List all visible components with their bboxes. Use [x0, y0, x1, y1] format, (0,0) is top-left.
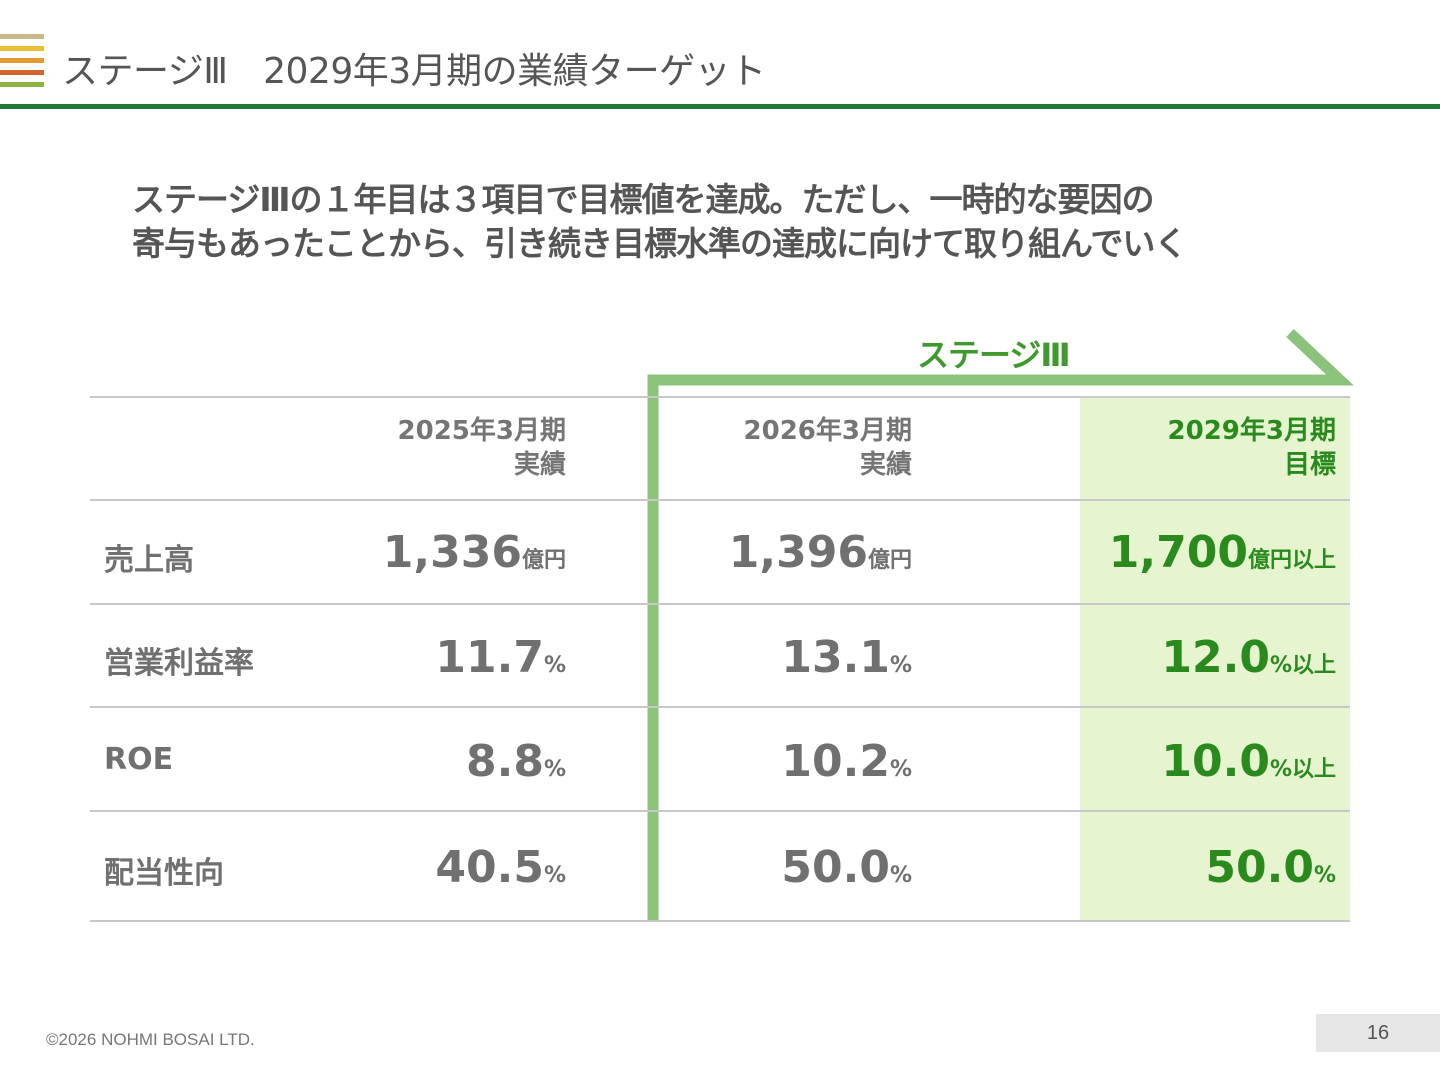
cell-sales-target: 1,700億円以上: [1108, 527, 1336, 578]
headline-line-2: 寄与もあったことから、引き続き目標水準の達成に向けて取り組んでいく: [132, 224, 1187, 263]
cell-sales-fy2026: 1,396億円: [728, 527, 912, 578]
cell-payout-ratio-fy2026: 50.0%: [781, 842, 912, 893]
cell-operating-margin-fy2025: 11.7%: [435, 632, 566, 683]
table-rule: [90, 706, 1350, 708]
table-rule-bottom: [90, 920, 1350, 922]
table-rule: [90, 603, 1350, 605]
row-label-payout-ratio: 配当性向: [104, 856, 224, 891]
cell-operating-margin-target: 12.0%以上: [1161, 632, 1336, 683]
column-header-fy2029-target: 2029年3月期 目標: [1167, 416, 1336, 480]
table-rule: [90, 499, 1350, 501]
headline: ステージⅢの１年目は３項目で目標値を達成。ただし、一時的な要因の 寄与もあったこ…: [132, 178, 1352, 266]
row-label-operating-margin: 営業利益率: [104, 646, 254, 681]
logo-stripes: [0, 34, 44, 94]
cell-operating-margin-fy2026: 13.1%: [781, 632, 912, 683]
cell-roe-fy2025: 8.8%: [466, 736, 566, 787]
copyright: ©2026 NOHMI BOSAI LTD.: [46, 1030, 255, 1049]
headline-line-1: ステージⅢの１年目は３項目で目標値を達成。ただし、一時的な要因の: [132, 180, 1155, 219]
page-title: ステージⅢ 2029年3月期の業績ターゲット: [62, 51, 766, 92]
column-header-fy2026: 2026年3月期 実績: [743, 416, 912, 480]
page-number: 16: [1316, 1014, 1440, 1052]
cell-payout-ratio-target: 50.0%: [1205, 842, 1336, 893]
row-label-roe: ROE: [104, 742, 174, 777]
cell-roe-target: 10.0%以上: [1161, 736, 1336, 787]
cell-payout-ratio-fy2025: 40.5%: [435, 842, 566, 893]
cell-roe-fy2026: 10.2%: [781, 736, 912, 787]
title-divider: [0, 104, 1440, 109]
table-rule-top: [90, 396, 1350, 398]
stage-label: ステージⅢ: [917, 336, 1071, 374]
row-label-sales: 売上高: [104, 543, 194, 578]
column-header-fy2025: 2025年3月期 実績: [397, 416, 566, 480]
table-rule: [90, 810, 1350, 812]
cell-sales-fy2025: 1,336億円: [382, 527, 566, 578]
target-column-highlight: [1080, 398, 1350, 921]
stage-arrow-icon: [647, 328, 1354, 920]
